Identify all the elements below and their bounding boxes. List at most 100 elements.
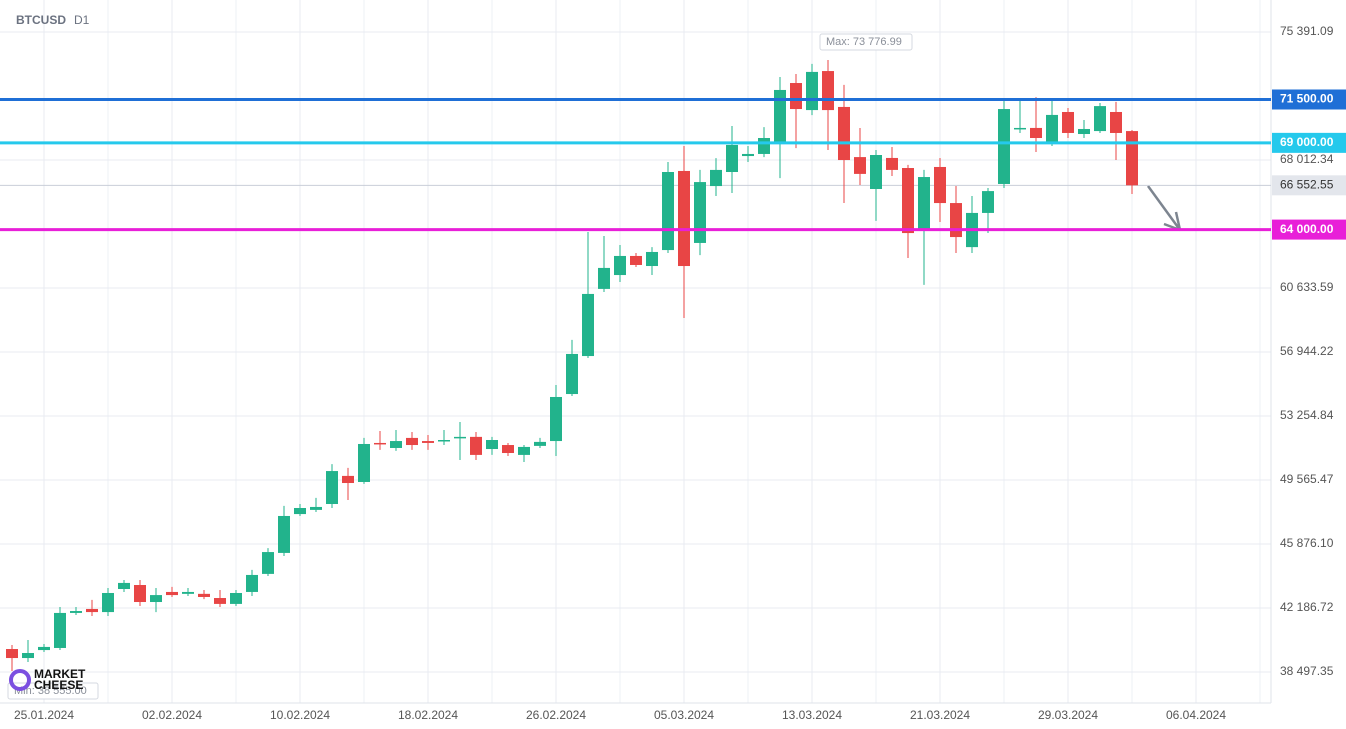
candle-body	[614, 255, 626, 276]
y-tick-label: 45 876.10	[1280, 536, 1334, 550]
level-label-bg	[1272, 219, 1346, 240]
candle-body	[438, 439, 450, 442]
candle-body	[1014, 127, 1026, 130]
candle-body	[758, 138, 770, 154]
x-tick-label: 02.02.2024	[142, 708, 202, 722]
candle-body	[838, 106, 850, 161]
candle-body	[934, 166, 946, 204]
candle-body	[70, 611, 82, 613]
candle-body	[566, 353, 578, 395]
y-tick-label: 75 391.09	[1280, 24, 1334, 38]
max-label: Max: 73 776.99	[826, 36, 902, 48]
candle-body	[534, 441, 546, 446]
candle-body	[454, 436, 466, 439]
candle-body	[550, 396, 562, 442]
candle-body	[86, 608, 98, 613]
candle-body	[198, 593, 210, 597]
candle-body	[1030, 127, 1042, 139]
candle-body	[902, 168, 914, 234]
candle-body	[662, 172, 674, 251]
candle-body	[982, 191, 994, 213]
candle-body	[1126, 131, 1138, 186]
candle-body	[166, 591, 178, 596]
y-tick-label: 60 633.59	[1280, 280, 1334, 294]
symbol: BTCUSD	[16, 13, 66, 27]
candle-body	[310, 506, 322, 510]
level-label-bg	[1272, 89, 1346, 110]
level-label: 64 000.00	[1280, 222, 1334, 236]
y-tick-label: 68 012.34	[1280, 152, 1334, 166]
candle-body	[6, 649, 18, 659]
y-tick-label: 53 254.84	[1280, 408, 1334, 422]
candle-body	[230, 592, 242, 604]
candle-body	[326, 471, 338, 505]
candle-body	[518, 446, 530, 455]
x-tick-label: 13.03.2024	[782, 708, 842, 722]
candle-body	[950, 203, 962, 238]
candle-body	[806, 71, 818, 111]
candle-body	[342, 475, 354, 484]
candle-body	[998, 109, 1010, 184]
max-label-bg	[819, 33, 913, 51]
min-label: Min: 38 555.00	[14, 685, 87, 697]
candle-body	[678, 170, 690, 267]
logo: MARKET CHEESE	[9, 667, 86, 692]
y-tick-label: 38 497.35	[1280, 664, 1334, 678]
candle-body	[742, 153, 754, 157]
candle-body	[710, 169, 722, 187]
candle-body	[870, 155, 882, 190]
candle-body	[358, 443, 370, 482]
candle-body	[646, 251, 658, 267]
candle-body	[822, 71, 834, 111]
candle-body	[150, 595, 162, 603]
candle-body	[134, 585, 146, 603]
candle-body	[774, 89, 786, 142]
last-price-label: 66 552.55	[1280, 177, 1334, 191]
x-tick-label: 10.02.2024	[270, 708, 330, 722]
candle-body	[1078, 128, 1090, 135]
min-label-bg	[7, 682, 99, 700]
candle-body	[1046, 114, 1058, 142]
candle-body	[374, 442, 386, 445]
candle-body	[118, 582, 130, 590]
candle-body	[262, 552, 274, 574]
candle-body	[854, 157, 866, 174]
last-price-label-bg	[1272, 175, 1346, 196]
candle-body	[582, 293, 594, 357]
candle-body	[598, 267, 610, 289]
logo-text: MARKET	[34, 667, 86, 681]
x-tick-label: 25.01.2024	[14, 708, 74, 722]
y-tick-label: 56 944.22	[1280, 344, 1334, 358]
candle-body	[406, 437, 418, 446]
timeframe: D1	[74, 13, 90, 27]
x-tick-label: 29.03.2024	[1038, 708, 1098, 722]
y-tick-label: 42 186.72	[1280, 600, 1334, 614]
logo-text: CHEESE	[34, 678, 83, 692]
candle-body	[694, 182, 706, 243]
candle-body	[214, 598, 226, 604]
x-tick-label: 06.04.2024	[1166, 708, 1226, 722]
candle-body	[22, 653, 34, 659]
candle-body	[294, 507, 306, 515]
candle-body	[182, 591, 194, 594]
candle-body	[246, 574, 258, 592]
candle-body	[726, 144, 738, 173]
candle-body	[38, 646, 50, 651]
candle-body	[470, 436, 482, 455]
candle-body	[918, 177, 930, 230]
candle-body	[102, 592, 114, 613]
level-label: 71 500.00	[1280, 92, 1334, 106]
level-label-bg	[1272, 132, 1346, 153]
candle-body	[790, 83, 802, 110]
y-tick-label: 49 565.47	[1280, 472, 1334, 486]
x-tick-label: 05.03.2024	[654, 708, 714, 722]
candle-body	[1062, 111, 1074, 133]
candle-body	[486, 439, 498, 450]
candle-body	[630, 255, 642, 265]
candle-body	[1094, 106, 1106, 132]
x-tick-label: 18.02.2024	[398, 708, 458, 722]
candle-body	[886, 157, 898, 170]
candle-body	[422, 441, 434, 443]
